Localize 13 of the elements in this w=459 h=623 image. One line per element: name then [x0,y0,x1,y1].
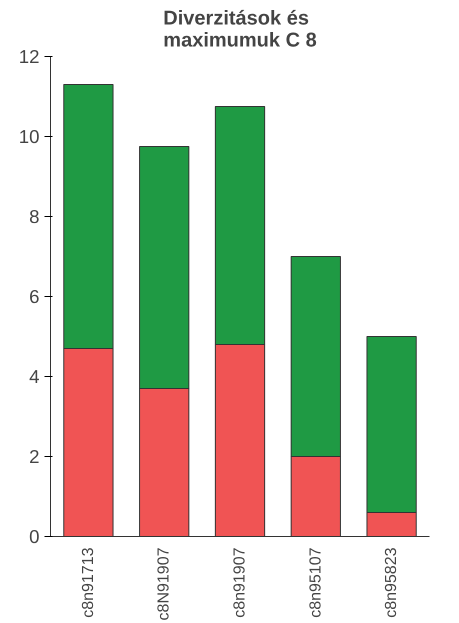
y-tick-label: 6 [29,286,40,307]
y-tick-label: 2 [29,446,40,467]
y-tick-label: 4 [29,366,40,387]
x-tick-label: c8n91713 [80,547,97,618]
x-tick-label: c8n91907 [232,547,248,618]
y-tick-label: 10 [18,126,40,147]
y-tick-label: 8 [29,206,40,227]
y-tick-label: 12 [18,46,40,67]
x-tick-label: c8n95823 [383,547,400,618]
chart-title: Diverzitások és maximumuk C 8 [163,8,317,52]
x-tick-label: c8n95107 [307,547,324,618]
y-tick-label: 0 [29,526,40,547]
x-tick-label: c8N91907 [156,547,173,620]
